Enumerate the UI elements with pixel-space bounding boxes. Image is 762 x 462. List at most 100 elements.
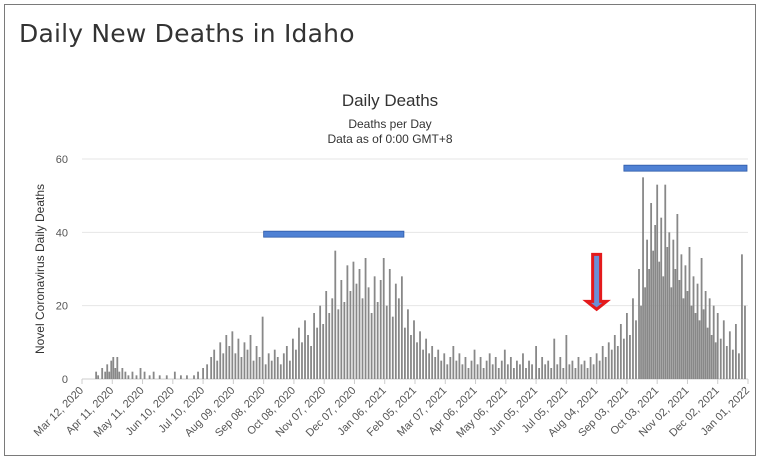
bar — [562, 368, 565, 379]
bar — [550, 368, 553, 379]
bar — [565, 335, 568, 379]
bar — [640, 305, 642, 379]
bar — [491, 364, 494, 379]
y-tick-label: 0 — [62, 374, 68, 386]
bar — [370, 313, 373, 379]
bar — [676, 214, 679, 379]
chart-subtitle-line-1: Deaths per Day — [348, 117, 431, 131]
bar — [553, 338, 556, 379]
bar — [744, 305, 746, 379]
bar — [114, 368, 117, 379]
bar — [279, 364, 282, 379]
bar — [731, 349, 734, 379]
bar — [616, 346, 619, 379]
bar — [206, 364, 209, 379]
bar — [231, 331, 234, 379]
bar — [708, 298, 711, 379]
bar — [571, 360, 574, 379]
bar — [337, 309, 340, 379]
bar — [619, 324, 622, 379]
bar — [334, 250, 337, 379]
bar — [173, 371, 176, 379]
bar — [431, 346, 434, 379]
y-axis-label: Novel Coronavirus Daily Deaths — [33, 184, 47, 354]
bar — [476, 364, 479, 379]
y-tick-label: 20 — [56, 301, 68, 313]
bar — [249, 335, 252, 379]
bar — [544, 364, 547, 379]
bar — [292, 338, 294, 379]
bar — [652, 250, 655, 379]
bar — [694, 313, 697, 379]
bar — [449, 357, 452, 379]
bar — [382, 258, 385, 379]
bar — [461, 364, 464, 379]
bar — [97, 375, 100, 379]
bar — [538, 368, 541, 379]
bar — [494, 357, 497, 379]
bar — [407, 309, 409, 379]
bar — [629, 335, 631, 379]
bar — [626, 313, 628, 379]
bar — [528, 360, 530, 379]
bar — [352, 261, 355, 379]
bar — [607, 342, 610, 379]
bar — [295, 349, 297, 379]
bar — [710, 335, 713, 379]
bar — [270, 360, 273, 379]
bar — [95, 371, 98, 379]
chart-panel: Daily New Deaths in Idaho — [4, 4, 756, 456]
bar — [662, 276, 665, 379]
down-arrow-icon — [582, 252, 611, 312]
bar — [234, 353, 237, 379]
bar — [741, 254, 743, 379]
bar — [310, 346, 312, 379]
bar — [325, 291, 328, 379]
bar — [379, 280, 382, 379]
bar — [143, 371, 146, 379]
bar — [670, 287, 673, 379]
bar — [644, 287, 646, 379]
bar — [367, 287, 370, 379]
bar — [358, 269, 361, 379]
bar — [258, 357, 261, 379]
bar — [601, 346, 604, 379]
bar — [267, 353, 270, 379]
bar — [547, 360, 550, 379]
bar — [410, 335, 412, 379]
bar — [500, 360, 503, 379]
bar — [419, 331, 421, 379]
bar — [479, 357, 482, 379]
bar — [328, 313, 331, 379]
bar — [698, 320, 701, 379]
bar — [568, 364, 571, 379]
bar — [361, 298, 364, 379]
bar — [658, 261, 661, 379]
bar — [650, 203, 653, 379]
bar — [246, 349, 249, 379]
bar — [712, 305, 715, 379]
bar — [316, 327, 319, 379]
highlight-range-bar — [263, 230, 405, 238]
bar — [101, 368, 104, 379]
bar — [139, 368, 142, 379]
bar — [725, 346, 728, 379]
bar — [722, 320, 725, 379]
bar — [385, 305, 388, 379]
bar — [373, 276, 376, 379]
bar — [343, 302, 346, 379]
bar — [118, 371, 121, 379]
bar — [416, 342, 418, 379]
bar — [656, 184, 659, 379]
bar — [404, 327, 406, 379]
bar — [488, 353, 491, 379]
bar — [397, 298, 400, 379]
bar — [273, 349, 276, 379]
bar — [222, 353, 225, 379]
y-tick-label: 60 — [56, 154, 68, 166]
bar — [428, 353, 431, 379]
bar — [106, 364, 109, 379]
bar — [700, 258, 703, 379]
bar — [388, 269, 391, 379]
bar — [692, 276, 695, 379]
